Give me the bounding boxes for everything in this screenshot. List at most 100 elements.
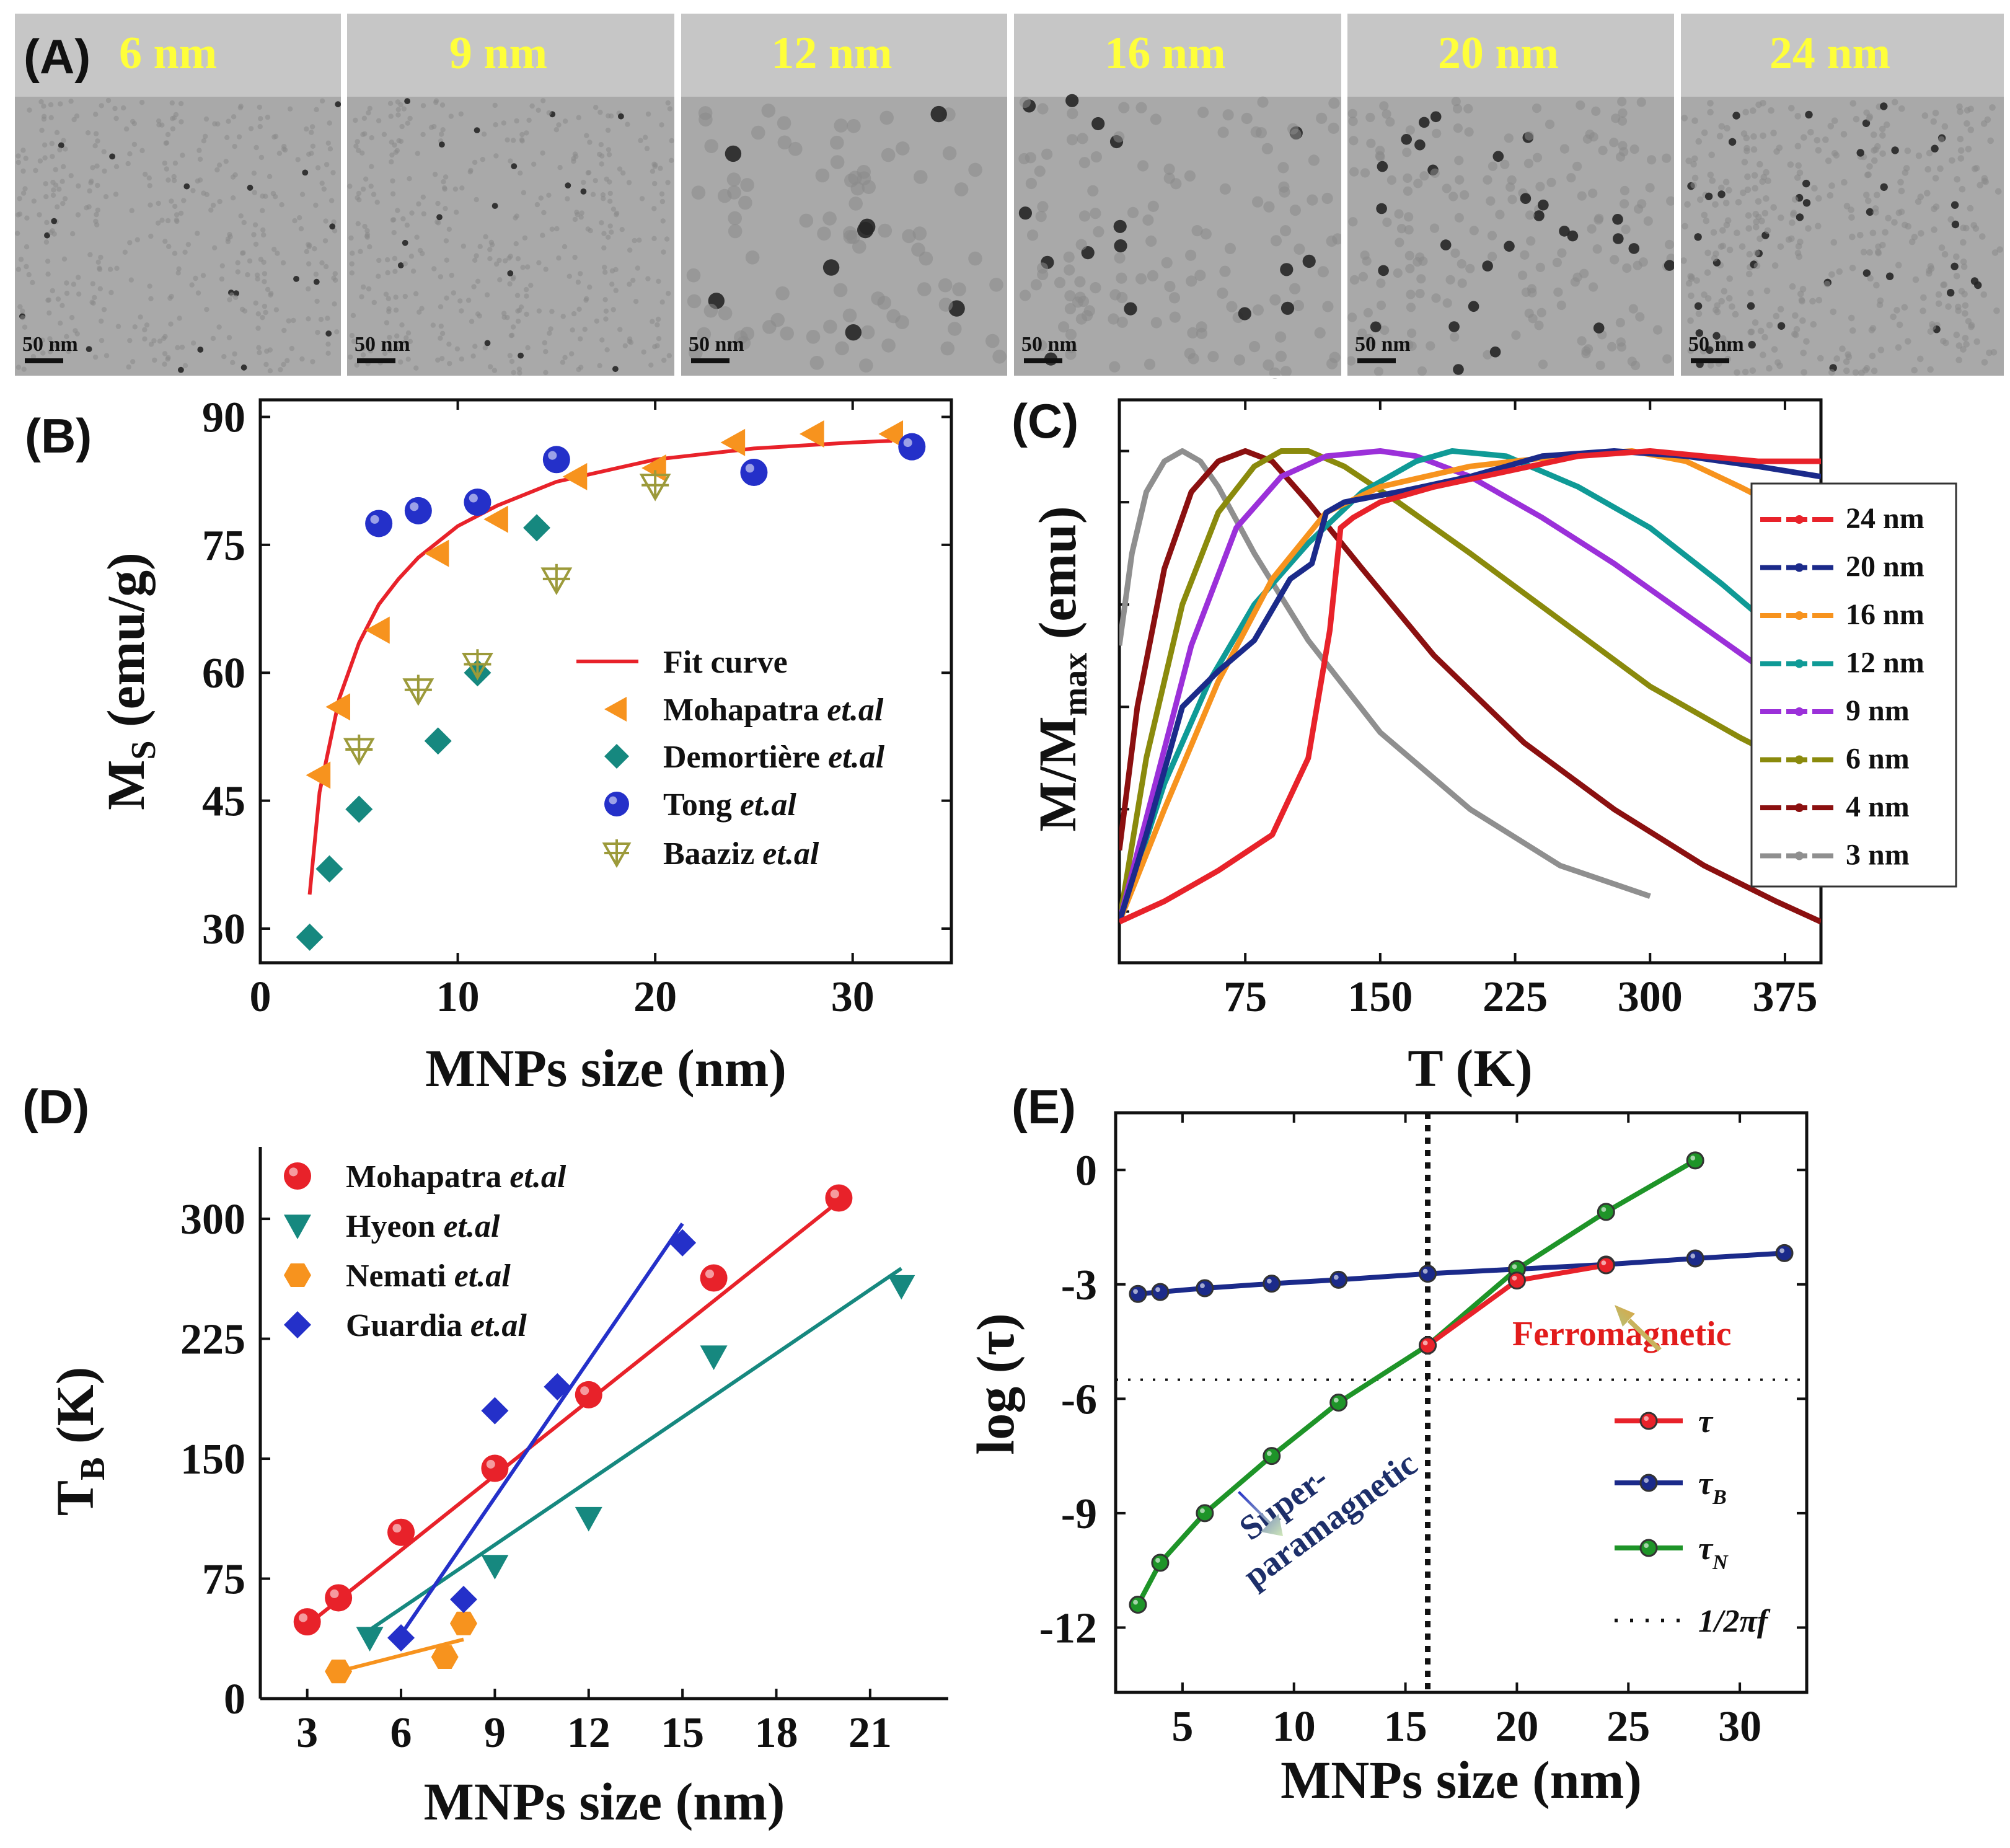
tem-particle xyxy=(263,361,269,368)
tem-particle xyxy=(459,308,464,314)
tem-particle xyxy=(1711,255,1718,262)
tem-border xyxy=(679,11,1010,378)
tem-particle xyxy=(1726,295,1733,302)
tem-particle xyxy=(1788,235,1795,242)
tem-particle xyxy=(89,299,95,305)
tem-particle xyxy=(686,268,701,283)
panel-b-point-3-highlight xyxy=(903,438,912,448)
tem-particle xyxy=(1532,153,1543,162)
tem-particle xyxy=(1704,249,1711,257)
tem-particle xyxy=(523,286,529,293)
tem-particle xyxy=(669,138,674,144)
panel-b-point-2 xyxy=(296,923,324,951)
panel-e-legend-dot-highlight xyxy=(1644,1416,1649,1421)
tem-particle xyxy=(881,338,896,353)
tem-particle xyxy=(1290,128,1302,140)
tem-particle xyxy=(1483,350,1492,360)
tem-particle xyxy=(255,276,260,282)
tem-particle xyxy=(389,159,394,165)
tem-particle xyxy=(1750,107,1757,114)
tem-particle xyxy=(385,270,390,276)
panel-d-ytick-label: 150 xyxy=(180,1436,245,1483)
tem-particle xyxy=(1269,294,1281,306)
tem-particle xyxy=(1920,307,1926,314)
tem-particle xyxy=(1815,147,1822,154)
tem-particle xyxy=(1744,186,1752,193)
tem-particle xyxy=(190,188,196,193)
tem-particle xyxy=(1777,322,1786,330)
tem-particle xyxy=(1137,160,1149,172)
tem-particle xyxy=(1801,134,1807,141)
tem-particle xyxy=(48,102,54,108)
tem-particle xyxy=(364,228,370,234)
tem-particle xyxy=(1771,346,1778,353)
tem-particle xyxy=(315,165,321,170)
tem-particle xyxy=(1729,303,1735,310)
tem-particle xyxy=(593,105,599,110)
tem-particle xyxy=(20,308,25,314)
tem-particle xyxy=(518,170,523,176)
tem-particle xyxy=(1402,148,1412,157)
tem-particle xyxy=(1776,362,1783,369)
tem-particle xyxy=(1890,313,1897,321)
tem-particle xyxy=(139,100,145,105)
panel-e-series-line-1 xyxy=(1137,1250,1785,1297)
tem-particle xyxy=(1871,147,1877,154)
panel-d-point-0 xyxy=(325,1584,353,1612)
tem-particle xyxy=(612,366,619,373)
tem-particle xyxy=(1556,300,1566,311)
tem-particle xyxy=(125,161,131,167)
tem-particle xyxy=(1701,291,1708,298)
tem-particle xyxy=(1810,321,1817,328)
panel-e-xtick-label: 10 xyxy=(1272,1703,1316,1751)
tem-particle xyxy=(643,135,648,140)
tem-particle xyxy=(1990,349,1998,356)
tem-particle xyxy=(1776,144,1783,151)
tem-particle xyxy=(61,164,66,170)
panel-b-point-3 xyxy=(542,446,570,474)
tem-particle xyxy=(1278,181,1290,193)
tem-particle xyxy=(859,358,873,373)
tem-particle xyxy=(1453,123,1463,133)
tem-particle xyxy=(387,347,393,353)
tem-particle xyxy=(227,297,232,303)
tem-particle xyxy=(1805,225,1812,232)
tem-particle xyxy=(587,285,593,290)
tem-particle xyxy=(1194,270,1206,281)
tem-particle xyxy=(1595,360,1605,370)
tem-particle xyxy=(1196,327,1207,340)
panel-b-xtick-label: 0 xyxy=(250,973,271,1021)
tem-particle xyxy=(1150,113,1161,125)
tem-particle xyxy=(1757,235,1763,242)
tem-particle xyxy=(112,105,118,112)
tem-particle xyxy=(332,271,338,276)
tem-particle xyxy=(1349,136,1359,146)
tem-particle xyxy=(71,117,77,123)
tem-particle xyxy=(172,250,178,256)
tem-particle xyxy=(509,332,515,338)
tem-particle xyxy=(1817,355,1824,362)
tem-particle xyxy=(1848,314,1855,322)
tem-particle xyxy=(1915,153,1923,159)
tem-particle xyxy=(458,111,464,117)
tem-particle xyxy=(1704,192,1713,200)
panel-d-legend-label: Nemati et.al xyxy=(346,1258,511,1294)
tem-particle xyxy=(521,190,527,195)
tem-particle xyxy=(1726,187,1732,194)
tem-particle xyxy=(610,206,617,212)
tem-particle xyxy=(474,197,479,203)
panel-e-point-0-highlight xyxy=(1422,1340,1428,1346)
panel-d-legend-label: Mohapatra et.al xyxy=(346,1159,566,1195)
tem-particle xyxy=(849,197,863,211)
tem-particle xyxy=(609,229,614,235)
tem-particle xyxy=(431,123,437,130)
tem-particle xyxy=(1430,111,1442,123)
panel-c-series-line-24nm xyxy=(1119,448,1821,925)
tem-particle xyxy=(107,267,113,272)
tem-particle xyxy=(847,119,861,133)
tem-particle xyxy=(367,105,372,111)
tem-particle xyxy=(1488,161,1498,171)
panel-e-point-2 xyxy=(1686,1151,1704,1170)
tem-particle xyxy=(88,180,94,185)
tem-particle xyxy=(389,139,394,145)
